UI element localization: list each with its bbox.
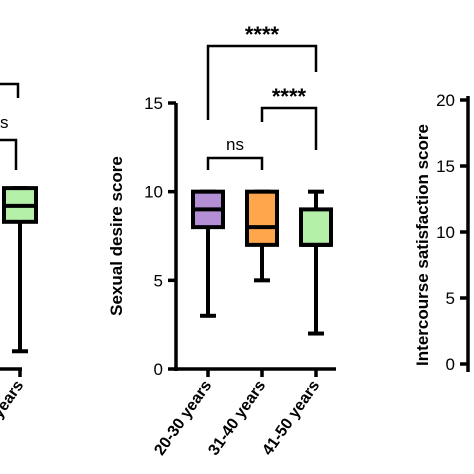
y-tick-label: 0 [446, 355, 455, 374]
significance-label: ns [226, 135, 244, 154]
significance-bracket [206, 44, 318, 120]
y-tick-label: 15 [144, 94, 163, 113]
y-axis-label: Intercourse satisfaction score [413, 124, 432, 366]
y-tick-label: 5 [154, 271, 163, 290]
significance-label: s [0, 113, 9, 132]
significance-label: **** [245, 22, 280, 47]
significance-bracket [206, 156, 264, 170]
box-31-40-years [245, 189, 279, 247]
x-tick-label: years [0, 377, 27, 421]
box-41-50-years [299, 207, 333, 247]
y-tick-label: 0 [154, 360, 163, 379]
panel-intercourse-satisfaction: Intercourse satisfaction score 0 5 10 15 20 [413, 91, 470, 374]
y-tick-label: 10 [436, 223, 455, 242]
panel-left: s years [0, 82, 38, 422]
y-tick-label: 5 [446, 289, 455, 308]
significance-label: **** [272, 84, 307, 109]
x-tick-label: 41-50 years [259, 377, 323, 458]
y-tick-label: 15 [436, 157, 455, 176]
significance-bracket [0, 138, 18, 170]
significance-bracket [0, 82, 20, 98]
significance-bracket [260, 106, 318, 150]
y-tick-label: 10 [144, 183, 163, 202]
y-tick-label: 20 [436, 91, 455, 110]
x-tick-label: 31-40 years [205, 377, 269, 458]
x-tick-label: 20-30 years [151, 377, 215, 458]
y-axis-label: Sexual desire score [107, 156, 126, 316]
panel-sexual-desire: Sexual desire score 0 5 10 15 20-30 years31-… [107, 22, 336, 459]
